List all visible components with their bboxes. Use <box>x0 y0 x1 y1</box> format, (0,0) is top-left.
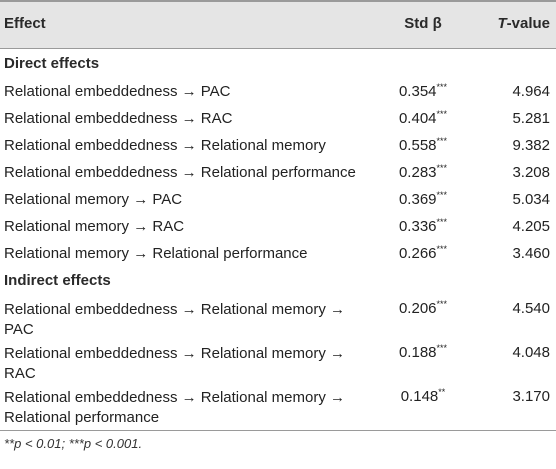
std-beta-cell: 0.336*** <box>398 217 448 236</box>
table-footnote: **p < 0.01; ***p < 0.001. <box>0 431 556 453</box>
table-row: Relational embeddedness → RAC 0.404*** 5… <box>0 104 556 131</box>
std-beta-cell: 0.558*** <box>398 136 448 155</box>
std-beta-cell: 0.354*** <box>398 82 448 101</box>
t-value-cell: 3.170 <box>512 388 550 405</box>
effect-cell: Relational embeddedness → RAC <box>4 110 233 127</box>
table-row: Relational memory → PAC 0.369*** 5.034 <box>0 185 556 212</box>
table-row: Relational embeddedness → Relational mem… <box>0 338 556 383</box>
effect-cell: Relational embeddedness → Relational per… <box>4 164 356 181</box>
section-title: Direct effects <box>4 55 100 72</box>
t-value-cell: 5.281 <box>512 110 550 127</box>
header-t-value: T-value <box>497 15 550 32</box>
table-bottom-rule <box>0 430 556 431</box>
section-indirect-effects: Indirect effects <box>0 266 556 294</box>
table-header: Effect Std β T-value <box>0 0 556 49</box>
table-row: Relational memory → RAC 0.336*** 4.205 <box>0 212 556 239</box>
effect-cell: Relational memory → RAC <box>4 218 185 235</box>
table-row: Relational embeddedness → Relational mem… <box>0 382 556 427</box>
t-value-cell: 4.964 <box>512 83 550 100</box>
effect-cell: Relational memory → Relational performan… <box>4 245 308 262</box>
table-row: Relational embeddedness → Relational mem… <box>0 131 556 158</box>
std-beta-cell: 0.266*** <box>398 244 448 263</box>
t-value-cell: 4.048 <box>512 344 550 361</box>
header-std-beta: Std β <box>404 15 442 32</box>
header-effect: Effect <box>4 15 46 32</box>
std-beta-cell: 0.369*** <box>398 190 448 209</box>
std-beta-cell: 0.404*** <box>398 109 448 128</box>
std-beta-cell: 0.206*** <box>398 299 448 318</box>
t-value-cell: 4.205 <box>512 218 550 235</box>
std-beta-cell: 0.148** <box>400 387 446 406</box>
std-beta-cell: 0.283*** <box>398 163 448 182</box>
t-value-cell: 3.208 <box>512 164 550 181</box>
effects-table: Effect Std β T-value Direct effects Rela… <box>0 0 556 453</box>
footnote-text: **p < 0.01; ***p < 0.001. <box>4 436 143 451</box>
std-beta-cell: 0.188*** <box>398 343 448 362</box>
t-value-cell: 3.460 <box>512 245 550 262</box>
table-row: Relational embeddedness → PAC 0.354*** 4… <box>0 77 556 104</box>
t-value-cell: 5.034 <box>512 191 550 208</box>
effect-cell: Relational embeddedness → Relational mem… <box>4 301 346 338</box>
table-row: Relational memory → Relational performan… <box>0 239 556 266</box>
effect-cell: Relational embeddedness → Relational mem… <box>4 389 346 426</box>
section-title: Indirect effects <box>4 272 111 289</box>
t-value-cell: 4.540 <box>512 300 550 317</box>
section-direct-effects: Direct effects <box>0 49 556 77</box>
effect-cell: Relational memory → PAC <box>4 191 183 208</box>
effect-cell: Relational embeddedness → Relational mem… <box>4 137 326 154</box>
table-row: Relational embeddedness → Relational mem… <box>0 294 556 339</box>
effect-cell: Relational embeddedness → PAC <box>4 83 231 100</box>
t-value-cell: 9.382 <box>512 137 550 154</box>
effect-cell: Relational embeddedness → Relational mem… <box>4 345 346 382</box>
table-row: Relational embeddedness → Relational per… <box>0 158 556 185</box>
